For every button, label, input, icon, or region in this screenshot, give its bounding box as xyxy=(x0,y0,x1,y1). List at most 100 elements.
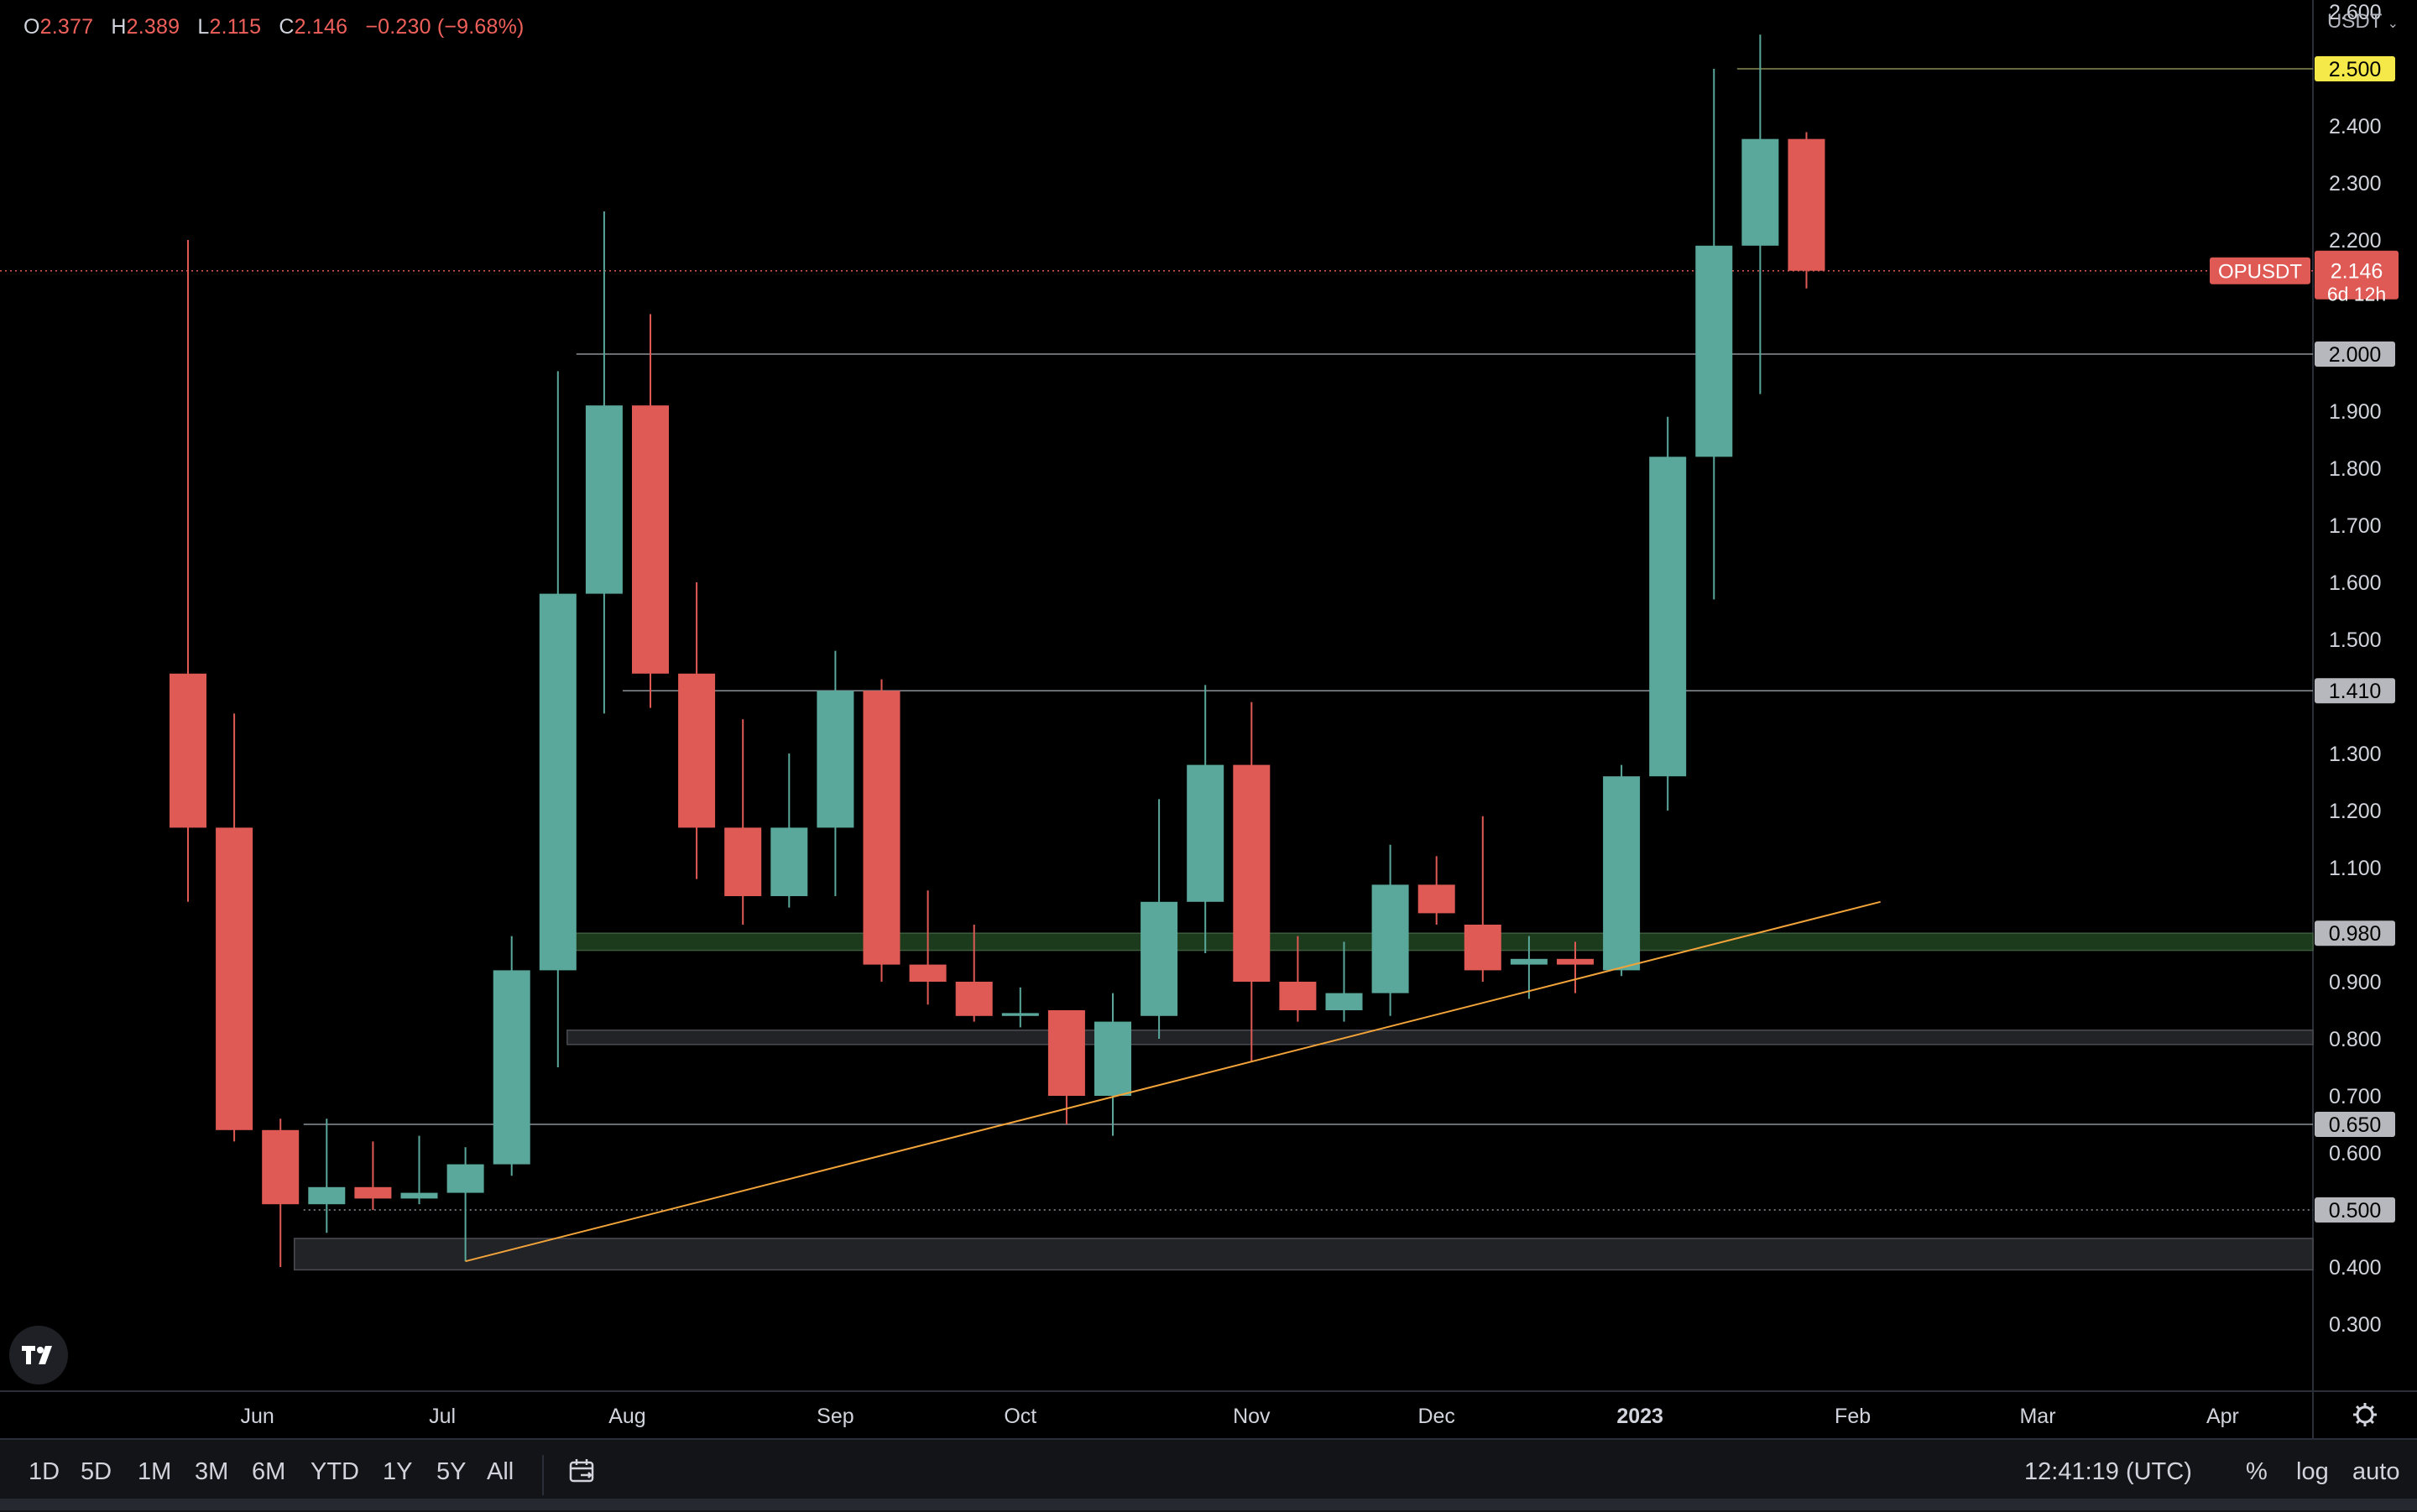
chevron-down-icon: ⌄ xyxy=(2387,17,2399,31)
x-tick-Dec: Dec xyxy=(1417,1405,1454,1428)
candle-body-20 xyxy=(1094,1021,1131,1096)
candle-body-21 xyxy=(1141,901,1178,1016)
x-tick-Oct: Oct xyxy=(1004,1405,1036,1428)
x-tick-2023: 2023 xyxy=(1616,1405,1663,1428)
zone-1 xyxy=(566,1030,2314,1045)
zone-tag-0.980-bg xyxy=(2315,920,2395,946)
candle-body-4 xyxy=(354,1186,392,1199)
timeframe-ytd[interactable]: YTD xyxy=(311,1458,359,1485)
candle-body-23 xyxy=(1233,764,1271,982)
percent-toggle[interactable]: % xyxy=(2246,1458,2268,1485)
y-tick-1.100: 1.100 xyxy=(2329,857,2382,880)
timeframe-6m[interactable]: 6M xyxy=(252,1458,286,1485)
candle-body-34 xyxy=(1741,138,1779,246)
candle-body-14 xyxy=(817,691,854,828)
candle-body-0 xyxy=(170,673,206,828)
timeframe-1m[interactable]: 1M xyxy=(138,1458,172,1485)
candle-body-1 xyxy=(216,827,253,1130)
candle-body-19 xyxy=(1047,1010,1085,1096)
y-tick-0.700: 0.700 xyxy=(2329,1085,2382,1108)
y-tick-1.900: 1.900 xyxy=(2329,400,2382,424)
high-label: H xyxy=(111,15,127,39)
x-tick-Jun: Jun xyxy=(240,1405,274,1428)
candle-body-22 xyxy=(1187,764,1224,902)
x-tick-Apr: Apr xyxy=(2206,1405,2239,1428)
candle-body-5 xyxy=(400,1192,438,1199)
y-tick-1.300: 1.300 xyxy=(2329,743,2382,766)
low-value: 2.115 xyxy=(209,15,262,39)
y-tick-1.800: 1.800 xyxy=(2329,457,2382,481)
candle-body-25 xyxy=(1325,993,1363,1010)
x-tick-Sep: Sep xyxy=(817,1405,854,1428)
utc-clock[interactable]: 12:41:19 (UTC) xyxy=(2024,1458,2192,1485)
change-value: −0.230 (−9.68%) xyxy=(365,15,525,39)
candle-body-30 xyxy=(1557,958,1594,965)
price-tag-bg xyxy=(2315,250,2399,300)
close-value: 2.146 xyxy=(294,15,348,39)
level-tag-1.410-bg xyxy=(2315,678,2395,704)
y-tick-0.400: 0.400 xyxy=(2329,1256,2382,1280)
level-tag-0.500: 0.500 xyxy=(2329,1199,2382,1223)
low-label: L xyxy=(197,15,210,39)
open-value: 2.377 xyxy=(39,15,94,39)
y-tick-1.700: 1.700 xyxy=(2329,514,2382,538)
settings-gear-icon[interactable] xyxy=(2353,1403,2377,1426)
candle-body-17 xyxy=(955,982,993,1016)
candle-body-32 xyxy=(1649,456,1687,777)
candle-body-29 xyxy=(1510,958,1548,965)
y-tick-0.800: 0.800 xyxy=(2329,1028,2382,1051)
x-tick-Nov: Nov xyxy=(1233,1405,1271,1428)
candle-body-18 xyxy=(1001,1013,1039,1016)
tradingview-logo-icon[interactable] xyxy=(9,1326,68,1384)
auto-toggle[interactable]: auto xyxy=(2352,1458,2400,1485)
x-tick-Aug: Aug xyxy=(608,1405,645,1428)
timeframe-3m[interactable]: 3M xyxy=(195,1458,229,1485)
toolbar-divider xyxy=(542,1455,544,1495)
candle-body-27 xyxy=(1417,884,1455,914)
candle-body-11 xyxy=(678,673,716,828)
candle-body-31 xyxy=(1603,776,1641,971)
y-tick-1.600: 1.600 xyxy=(2329,571,2382,595)
trendline xyxy=(465,900,1881,1263)
high-value: 2.389 xyxy=(126,15,180,39)
timeframe-1y[interactable]: 1Y xyxy=(383,1458,413,1485)
y-tick-0.900: 0.900 xyxy=(2329,971,2382,994)
candle-body-2 xyxy=(262,1129,300,1205)
candle-body-26 xyxy=(1371,884,1409,993)
bar-countdown: 6d 12h xyxy=(2327,284,2386,305)
close-label: C xyxy=(279,15,295,39)
candle-body-24 xyxy=(1279,982,1317,1010)
level-tag-2.000: 2.000 xyxy=(2329,343,2382,367)
candle-body-15 xyxy=(863,691,901,965)
log-toggle[interactable]: log xyxy=(2296,1458,2329,1485)
y-tick-2.600: 2.600 xyxy=(2329,1,2382,24)
level-tag-1.410: 1.410 xyxy=(2329,680,2382,703)
ohlc-legend: O2.377 H2.389 L2.115 C2.146 −0.230 (−9.6… xyxy=(23,15,536,39)
y-tick-0.600: 0.600 xyxy=(2329,1142,2382,1165)
y-tick-1.200: 1.200 xyxy=(2329,800,2382,823)
candle-body-33 xyxy=(1695,245,1733,457)
zone-2 xyxy=(293,1238,2314,1271)
x-tick-Feb: Feb xyxy=(1835,1405,1871,1428)
last-price-value: 2.146 xyxy=(2331,260,2383,284)
date-range-icon[interactable] xyxy=(567,1457,598,1491)
timeframe-5d[interactable]: 5D xyxy=(81,1458,112,1485)
level-tag-0.650-bg xyxy=(2315,1112,2395,1137)
price-chart[interactable]: 2.600 2.400 2.300 2.200 1.900 1.800 1.700 1.600… xyxy=(0,0,2417,1438)
candle-body-8 xyxy=(539,593,577,971)
candle-body-9 xyxy=(585,405,623,594)
candle-body-28 xyxy=(1464,925,1501,971)
timeframe-all[interactable]: All xyxy=(487,1458,514,1485)
candle-body-35 xyxy=(1788,138,1825,271)
currency-selector[interactable]: USDT ⌄ xyxy=(2327,10,2399,34)
x-tick-Jul: Jul xyxy=(429,1405,456,1428)
timeframe-5y[interactable]: 5Y xyxy=(436,1458,467,1485)
level-tag-2.500: 2.500 xyxy=(2329,58,2382,81)
candle-body-12 xyxy=(724,827,762,896)
timeframe-1d[interactable]: 1D xyxy=(29,1458,60,1485)
candle-body-3 xyxy=(308,1186,346,1205)
level-tag-2.500-bg xyxy=(2315,56,2395,81)
open-label: O xyxy=(23,15,40,39)
y-tick-1.500: 1.500 xyxy=(2329,628,2382,652)
candle-body-10 xyxy=(632,405,669,674)
